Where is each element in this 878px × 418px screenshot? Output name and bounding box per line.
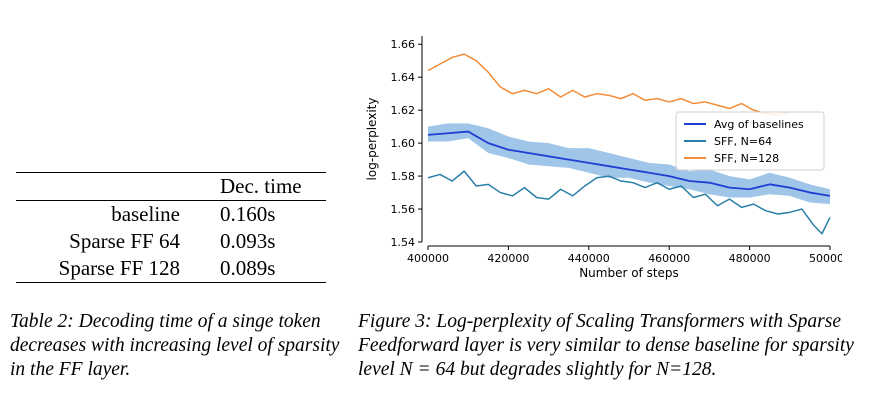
- y-tick-label: 1.64: [391, 71, 416, 84]
- y-tick-label: 1.66: [391, 38, 416, 51]
- series-line-0: [427, 130, 831, 197]
- table-row: Sparse FF 64 0.093s: [16, 228, 326, 255]
- table-header-cell: [16, 173, 202, 201]
- y-tick-label: 1.54: [391, 236, 416, 249]
- x-tick-label: 420000: [487, 252, 529, 265]
- x-tick-label: 500000: [809, 252, 842, 265]
- y-tick-label: 1.60: [391, 137, 416, 150]
- series-line-1: [427, 170, 831, 235]
- table-row: Sparse FF 128 0.089s: [16, 255, 326, 283]
- legend-label: SFF, N=64: [714, 135, 772, 148]
- x-tick-label: 460000: [648, 252, 690, 265]
- legend-box: [675, 111, 825, 171]
- legend-label: SFF, N=128: [714, 152, 779, 165]
- x-axis-label: Number of steps: [579, 266, 679, 280]
- table-caption: Table 2: Decoding time of a singe token …: [10, 311, 340, 380]
- row-label: baseline: [111, 202, 180, 226]
- decoding-time-table: Dec. time baseline 0.160s Sparse FF 64 0…: [16, 172, 326, 283]
- table-header-row: Dec. time: [16, 172, 326, 201]
- x-tick-label: 480000: [729, 252, 771, 265]
- row-label: Sparse FF 64: [69, 229, 180, 253]
- table-row: baseline 0.160s: [16, 200, 326, 229]
- row-value: 0.093s: [220, 229, 276, 253]
- row-value: 0.160s: [220, 202, 276, 226]
- y-axis-label: log-perplexity: [365, 98, 379, 181]
- row-label: Sparse FF 128: [58, 256, 180, 280]
- row-value: 0.089s: [220, 256, 276, 280]
- figure-caption: Figure 3: Log-perplexity of Scaling Tran…: [358, 311, 854, 380]
- table: Dec. time baseline 0.160s Sparse FF 64 0…: [16, 172, 326, 283]
- legend-label: Avg of baselines: [714, 118, 804, 131]
- x-tick-label: 400000: [407, 252, 449, 265]
- series-line-2: [427, 53, 790, 116]
- table-header-cell: Dec. time: [220, 174, 302, 198]
- x-tick-label: 440000: [568, 252, 610, 265]
- baseline-band: [428, 123, 830, 205]
- log-perplexity-chart: 1.54 1.56 1.58 1.60 1.62 1.64 1.66 400000 420000…: [365, 36, 842, 280]
- y-tick-label: 1.56: [391, 203, 416, 216]
- y-tick-label: 1.62: [391, 104, 416, 117]
- y-tick-label: 1.58: [391, 170, 416, 183]
